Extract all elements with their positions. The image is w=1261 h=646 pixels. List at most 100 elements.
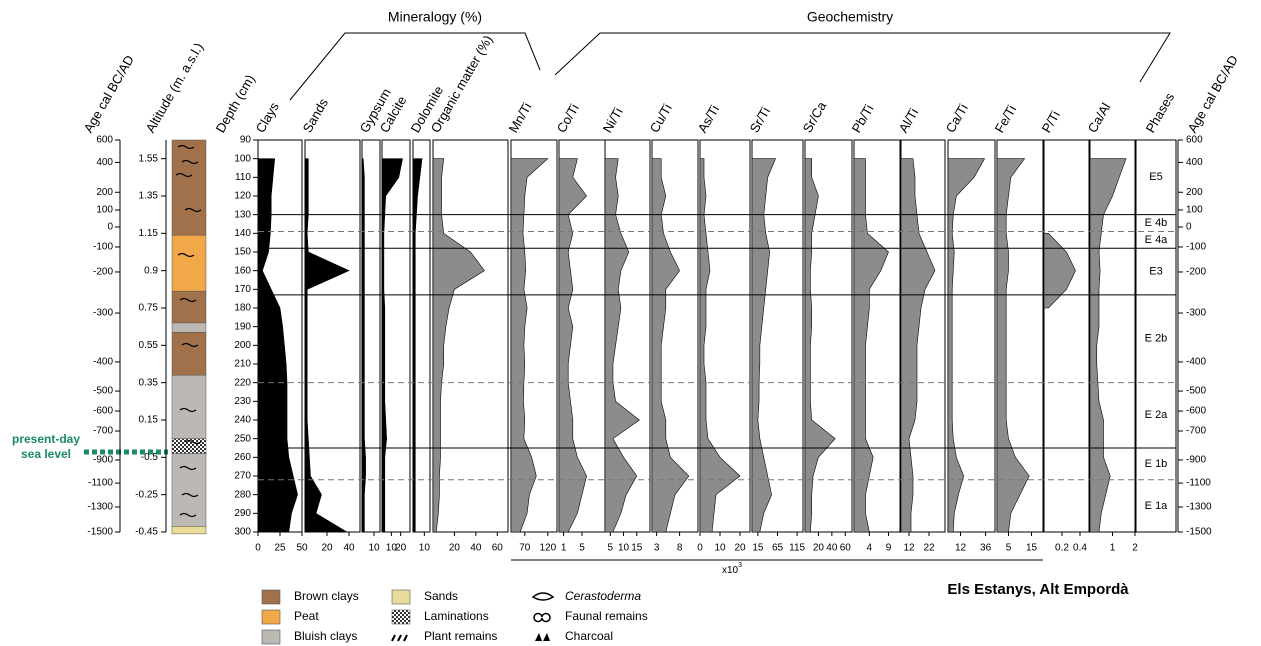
age-tick-label: 400 — [96, 157, 113, 168]
x-tick-label: 10 — [386, 543, 398, 554]
x-tick-label: 40 — [470, 543, 482, 554]
x-tick-label: 1 — [1110, 543, 1116, 554]
series-name: Sr/Ti — [747, 104, 774, 135]
x-tick-label: 10 — [618, 543, 630, 554]
lithology-layer — [171, 234, 207, 292]
fossil-symbol — [181, 159, 199, 165]
series-area — [361, 158, 366, 533]
x-tick-label: 20 — [734, 543, 746, 554]
series-name: Pb/Ti — [849, 102, 877, 135]
legend-swatch — [261, 629, 281, 645]
series-area — [853, 158, 889, 533]
series-name: Mn/Ti — [506, 100, 535, 135]
age-tick-label: -600 — [1186, 406, 1206, 417]
y-tick-label: 230 — [234, 396, 251, 407]
series-name: Organic matter (%) — [428, 33, 496, 136]
lithology-layer — [171, 453, 207, 527]
age-tick-label: -100 — [93, 242, 113, 253]
y-tick-label: 130 — [234, 209, 251, 220]
altitude-tick-label: 0.35 — [139, 377, 159, 388]
altitude-tick-label: 0.15 — [139, 415, 159, 426]
sea-level-label: present-day — [12, 432, 80, 446]
y-tick-label: 100 — [234, 153, 251, 164]
fossil-symbol — [179, 407, 197, 413]
legend-swatch — [261, 589, 281, 605]
x-tick-label: 0.4 — [1073, 543, 1087, 554]
x-tick-label: 5 — [579, 543, 585, 554]
legend-symbol — [535, 633, 550, 641]
x-tick-label: 60 — [840, 543, 852, 554]
y-tick-label: 160 — [234, 265, 251, 276]
axis-title: Age cal BC/AD — [1185, 53, 1241, 136]
x-tick-label: 10 — [714, 543, 726, 554]
series-area — [699, 158, 741, 533]
age-tick-label: -1300 — [1186, 502, 1212, 513]
y-tick-label: 190 — [234, 321, 251, 332]
age-tick-label: 600 — [96, 135, 113, 146]
age-tick-label: -200 — [93, 267, 113, 278]
fossil-symbol — [177, 252, 195, 258]
x-tick-label: 2 — [1132, 543, 1138, 554]
age-tick-label: -400 — [93, 357, 113, 368]
legend-swatch — [261, 609, 281, 625]
phase-label: E 4b — [1145, 217, 1168, 229]
multiplier-exp: 3 — [738, 562, 742, 569]
x-tick-label: 0.2 — [1055, 543, 1069, 554]
series-name: Cu/Ti — [647, 101, 675, 135]
age-tick-label: -400 — [1186, 357, 1206, 368]
y-tick-label: 300 — [234, 527, 251, 538]
y-tick-label: 220 — [234, 377, 251, 388]
fossil-symbol — [179, 297, 197, 303]
series-area — [510, 158, 549, 533]
x-tick-label: 40 — [826, 543, 838, 554]
x-tick-label: 22 — [923, 543, 935, 554]
series-area — [257, 158, 298, 533]
age-tick-label: -200 — [1186, 267, 1206, 278]
age-tick-label: -1500 — [1186, 527, 1212, 538]
y-tick-label: 250 — [234, 433, 251, 444]
series-name: P/Ti — [1039, 108, 1063, 135]
series-name: Ca/Al — [1085, 100, 1114, 135]
age-tick-label: -500 — [1186, 386, 1206, 397]
y-tick-label: 270 — [234, 471, 251, 482]
legend-symbol — [391, 634, 408, 642]
y-tick-label: 280 — [234, 489, 251, 500]
x-tick-label: 8 — [677, 543, 683, 554]
x-tick-label: 12 — [903, 543, 915, 554]
fossil-symbol — [184, 439, 202, 445]
age-tick-label: -100 — [1186, 242, 1206, 253]
panel-frame — [304, 139, 361, 533]
altitude-tick-label: 0.75 — [139, 303, 159, 314]
y-tick-label: 90 — [240, 135, 252, 146]
lithology-layer — [171, 526, 207, 535]
x-tick-label: 15 — [631, 543, 643, 554]
x-tick-label: 40 — [343, 543, 355, 554]
phase-label: E 2a — [1145, 409, 1169, 421]
age-tick-label: -300 — [93, 308, 113, 319]
x-tick-label: 3 — [654, 543, 660, 554]
legend-label: Laminations — [424, 609, 489, 623]
age-tick-label: 600 — [1186, 135, 1203, 146]
axis-title: Depth (cm) — [213, 72, 258, 135]
age-tick-label: -300 — [1186, 308, 1206, 319]
legend-label: Faunal remains — [565, 609, 648, 623]
age-tick-label: 200 — [96, 187, 113, 198]
phase-label: E 4a — [1145, 234, 1169, 246]
series-area — [432, 158, 485, 533]
series-area — [651, 158, 690, 533]
age-tick-label: -600 — [93, 406, 113, 417]
x-tick-label: 70 — [519, 543, 531, 554]
x-tick-label: 9 — [886, 543, 892, 554]
x-tick-label: 65 — [772, 543, 784, 554]
legend-label: Cerastoderma — [565, 589, 641, 603]
legend-symbol — [531, 592, 555, 601]
series-area — [604, 158, 640, 533]
group-label: Mineralogy (%) — [388, 9, 482, 25]
x-tick-label: 10 — [419, 543, 431, 554]
altitude-tick-label: 1.15 — [139, 228, 159, 239]
series-area — [381, 158, 403, 533]
age-tick-label: -900 — [1186, 455, 1206, 466]
x-tick-label: 10 — [368, 543, 380, 554]
